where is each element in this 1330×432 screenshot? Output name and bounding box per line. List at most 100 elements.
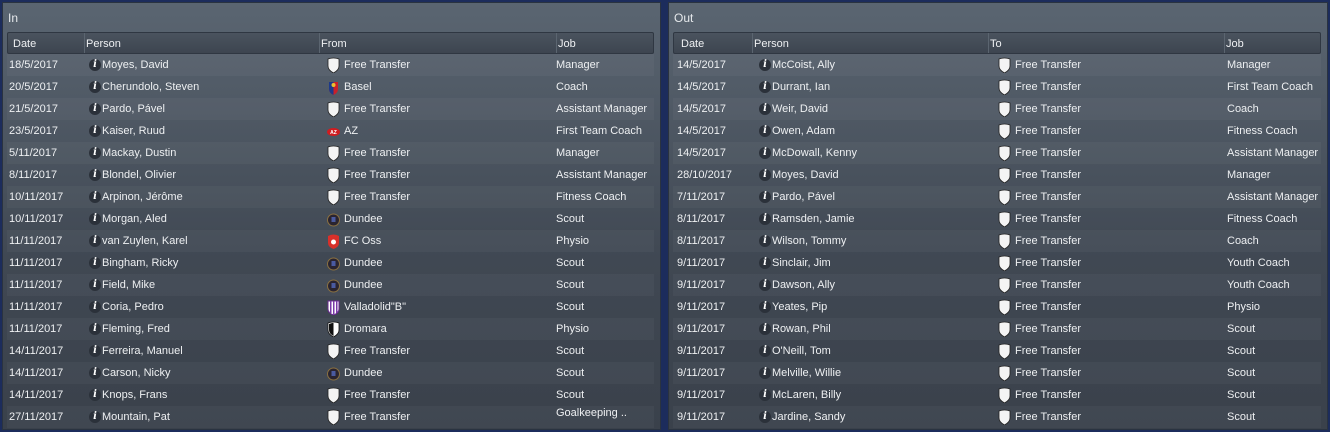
club-link[interactable]: Free Transfer (1015, 345, 1082, 357)
club-link[interactable]: Free Transfer (344, 345, 411, 357)
club-link[interactable]: Free Transfer (1015, 411, 1082, 423)
table-row[interactable]: 9/11/2017 i Sinclair, Jim Free Transfer Yout… (673, 252, 1321, 274)
club-link[interactable]: Dundee (344, 257, 383, 269)
person-link[interactable]: Weir, David (772, 103, 829, 115)
club-link[interactable]: Free Transfer (1015, 191, 1082, 203)
person-link[interactable]: Durrant, Ian (772, 81, 831, 93)
info-icon[interactable]: i (89, 235, 101, 247)
club-link[interactable]: Free Transfer (1015, 81, 1082, 93)
table-row[interactable]: 11/11/2017 i Fleming, Fred Dromara Physio (7, 318, 654, 340)
person-link[interactable]: O'Neill, Tom (772, 345, 831, 357)
info-icon[interactable]: i (89, 147, 101, 159)
person-link[interactable]: van Zuylen, Karel (102, 235, 188, 247)
col-job[interactable]: Job (558, 38, 576, 50)
info-icon[interactable]: i (89, 367, 101, 379)
club-link[interactable]: Free Transfer (1015, 125, 1082, 137)
table-row[interactable]: 14/5/2017 i McDowall, Kenny Free Transfer As… (673, 142, 1321, 164)
table-row[interactable]: 9/11/2017 i Jardine, Sandy Free Transfer Sco… (673, 406, 1321, 428)
info-icon[interactable]: i (759, 323, 771, 335)
person-link[interactable]: Knops, Frans (102, 389, 168, 401)
table-row[interactable]: 11/11/2017 i Coria, Pedro Valladolid"B" Scou… (7, 296, 654, 318)
info-icon[interactable]: i (89, 213, 101, 225)
table-row[interactable]: 14/11/2017 i Carson, Nicky Dundee Scout (7, 362, 654, 384)
table-row[interactable]: 10/11/2017 i Arpinon, Jérôme Free Transfer F… (7, 186, 654, 208)
info-icon[interactable]: i (759, 389, 771, 401)
table-row[interactable]: 14/5/2017 i Owen, Adam Free Transfer Fitness… (673, 120, 1321, 142)
info-icon[interactable]: i (759, 103, 771, 115)
club-link[interactable]: Free Transfer (344, 103, 411, 115)
info-icon[interactable]: i (759, 367, 771, 379)
club-link[interactable]: Basel (344, 81, 372, 93)
info-icon[interactable]: i (89, 323, 101, 335)
club-link[interactable]: Free Transfer (1015, 367, 1082, 379)
person-link[interactable]: Melville, Willie (772, 367, 842, 379)
table-row[interactable]: 8/11/2017 i Ramsden, Jamie Free Transfer Fit… (673, 208, 1321, 230)
club-link[interactable]: Dundee (344, 367, 383, 379)
info-icon[interactable]: i (89, 411, 101, 423)
table-row[interactable]: 10/11/2017 i Morgan, Aled Dundee Scout (7, 208, 654, 230)
club-link[interactable]: Free Transfer (1015, 103, 1082, 115)
info-icon[interactable]: i (759, 345, 771, 357)
info-icon[interactable]: i (89, 81, 101, 93)
col-date[interactable]: Date (681, 38, 705, 50)
info-icon[interactable]: i (89, 301, 101, 313)
table-row[interactable]: 11/11/2017 i Bingham, Ricky Dundee Scout (7, 252, 654, 274)
info-icon[interactable]: i (89, 389, 101, 401)
person-link[interactable]: Moyes, David (772, 169, 839, 181)
table-row[interactable]: 20/5/2017 i Cherundolo, Steven Basel Coach (7, 76, 654, 98)
table-row[interactable]: 9/11/2017 i Melville, Willie Free Transfer S… (673, 362, 1321, 384)
col-to[interactable]: To (990, 38, 1002, 50)
table-row[interactable]: 14/11/2017 i Knops, Frans Free Transfer Scou… (7, 384, 654, 406)
table-row[interactable]: 5/11/2017 i Mackay, Dustin Free Transfer Man… (7, 142, 654, 164)
info-icon[interactable]: i (89, 169, 101, 181)
table-row[interactable]: 14/11/2017 i Ferreira, Manuel Free Transfer… (7, 340, 654, 362)
info-icon[interactable]: i (759, 279, 771, 291)
col-from[interactable]: From (321, 38, 347, 50)
club-link[interactable]: Free Transfer (1015, 169, 1082, 181)
info-icon[interactable]: i (759, 169, 771, 181)
club-link[interactable]: Free Transfer (344, 169, 411, 181)
table-row[interactable]: 9/11/2017 i Dawson, Ally Free Transfer Youth… (673, 274, 1321, 296)
person-link[interactable]: Moyes, David (102, 59, 169, 71)
table-row[interactable]: 27/11/2017 i Mountain, Pat Free Transfer Goa… (7, 406, 654, 428)
club-link[interactable]: AZ (344, 125, 359, 137)
person-link[interactable]: Owen, Adam (772, 125, 835, 137)
club-link[interactable]: Free Transfer (1015, 323, 1082, 335)
table-row[interactable]: 8/11/2017 i Blondel, Olivier Free Transfer A… (7, 164, 654, 186)
info-icon[interactable]: i (759, 235, 771, 247)
table-row[interactable]: 9/11/2017 i Rowan, Phil Free Transfer Scout (673, 318, 1321, 340)
table-row[interactable]: 28/10/2017 i Moyes, David Free Transfer Mana… (673, 164, 1321, 186)
info-icon[interactable]: i (759, 411, 771, 423)
club-link[interactable]: Free Transfer (344, 147, 411, 159)
person-link[interactable]: Mountain, Pat (102, 411, 170, 423)
club-link[interactable]: FC Oss (344, 235, 382, 247)
table-row[interactable]: 14/5/2017 i McCoist, Ally Free Transfer Mana… (673, 54, 1321, 76)
info-icon[interactable]: i (89, 257, 101, 269)
table-row[interactable]: 9/11/2017 i McLaren, Billy Free Transfer Sco… (673, 384, 1321, 406)
table-row[interactable]: 18/5/2017 i Moyes, David Free Transfer Manag… (7, 54, 654, 76)
table-row[interactable]: 21/5/2017 i Pardo, Pável Free Transfer Assis… (7, 98, 654, 120)
club-link[interactable]: Free Transfer (344, 411, 411, 423)
info-icon[interactable]: i (759, 213, 771, 225)
info-icon[interactable]: i (89, 191, 101, 203)
club-link[interactable]: Free Transfer (344, 389, 411, 401)
person-link[interactable]: Field, Mike (102, 279, 156, 291)
club-link[interactable]: Free Transfer (1015, 59, 1082, 71)
club-link[interactable]: Free Transfer (1015, 389, 1082, 401)
person-link[interactable]: Carson, Nicky (102, 367, 171, 379)
person-link[interactable]: Sinclair, Jim (772, 257, 831, 269)
info-icon[interactable]: i (89, 59, 101, 71)
person-link[interactable]: Bingham, Ricky (102, 257, 179, 269)
info-icon[interactable]: i (759, 147, 771, 159)
col-person[interactable]: Person (86, 38, 121, 50)
person-link[interactable]: Jardine, Sandy (772, 411, 846, 423)
person-link[interactable]: Yeates, Pip (772, 301, 828, 313)
person-link[interactable]: McLaren, Billy (772, 389, 842, 401)
person-link[interactable]: Dawson, Ally (772, 279, 835, 291)
person-link[interactable]: Morgan, Aled (102, 213, 167, 225)
info-icon[interactable]: i (89, 125, 101, 137)
club-link[interactable]: Free Transfer (344, 191, 411, 203)
club-link[interactable]: Dundee (344, 279, 383, 291)
info-icon[interactable]: i (89, 279, 101, 291)
table-row[interactable]: 9/11/2017 i Yeates, Pip Free Transfer Physio (673, 296, 1321, 318)
